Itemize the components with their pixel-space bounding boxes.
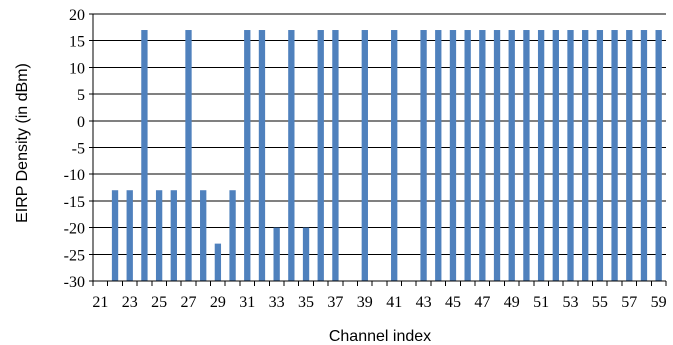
y-tick-label: -15	[64, 194, 85, 211]
x-tick-label: 33	[269, 294, 285, 311]
x-tick-label: 29	[210, 294, 226, 311]
bar-channel-51	[537, 30, 545, 281]
x-tick-label: 37	[327, 294, 343, 311]
x-tick-label: 35	[298, 294, 314, 311]
y-tick-label: -10	[64, 167, 85, 184]
bar-channel-23	[126, 190, 133, 281]
bar-channel-33	[273, 227, 280, 281]
x-tick-label: 59	[651, 294, 667, 311]
bar-channel-30	[229, 190, 236, 281]
y-tick-labels: 20 15 10 5 0 -5 -10 -15 -20 -25 -30	[64, 7, 85, 291]
y-axis-title: EIRP Density (in dBm)	[14, 63, 31, 223]
bar-channel-52	[552, 30, 559, 281]
x-tick-label: 53	[563, 294, 579, 311]
y-tick-label: -20	[64, 221, 85, 238]
bar-channel-27	[185, 30, 192, 281]
bar-channel-49	[508, 30, 515, 281]
bar-channel-45	[449, 30, 457, 281]
bar-channel-25	[155, 190, 163, 281]
bar-channel-55	[596, 30, 604, 281]
x-tick-label: 43	[416, 294, 432, 311]
bar-channel-56	[611, 30, 618, 281]
x-axis-title: Channel index	[329, 328, 431, 345]
x-tick-label: 41	[386, 294, 402, 311]
y-tick-label: 0	[77, 114, 85, 131]
x-tick-labels: 21 23 25 27 29 31 33 35 37 39 41 43 45 47 49 51 53 55 57 59	[92, 294, 666, 311]
x-tick-label: 49	[504, 294, 520, 311]
bar-channel-53	[567, 30, 574, 281]
bar-channel-29	[214, 243, 222, 281]
x-tick-label: 25	[151, 294, 167, 311]
bar-channel-26	[170, 190, 177, 281]
bar-channel-59	[655, 30, 662, 281]
bar-channel-35	[302, 227, 310, 281]
y-tick-label: 20	[69, 7, 85, 24]
x-tick-label: 47	[474, 294, 490, 311]
bar-channel-32	[258, 30, 266, 281]
bar-channel-43	[420, 30, 427, 281]
y-tick-label: -25	[64, 247, 85, 264]
bar-channel-50	[523, 30, 530, 281]
x-tick-label: 23	[122, 294, 138, 311]
x-tick-label: 45	[445, 294, 461, 311]
x-tick-label: 21	[92, 294, 108, 311]
bar-channel-57	[626, 30, 633, 281]
bar-channel-48	[493, 30, 501, 281]
y-tick-label: -5	[72, 141, 85, 158]
bar-channel-54	[582, 30, 589, 281]
bar-channel-39	[361, 30, 368, 281]
x-tick-label: 39	[357, 294, 373, 311]
y-tick-label: 10	[69, 60, 85, 77]
bar-channel-47	[479, 30, 486, 281]
gridlines	[93, 13, 666, 282]
y-tick-label: 5	[77, 87, 85, 104]
axes	[89, 13, 667, 286]
x-tick-label: 55	[592, 294, 608, 311]
bar-channel-58	[640, 30, 648, 281]
bar-channel-28	[200, 190, 207, 281]
bar-channel-31	[244, 30, 251, 281]
x-tick-label: 27	[181, 294, 197, 311]
bar-channel-36	[317, 30, 324, 281]
bar-channel-41	[391, 30, 398, 281]
bars	[111, 30, 662, 281]
bar-channel-44	[435, 30, 442, 281]
bar-channel-37	[332, 30, 339, 281]
x-tick-label: 51	[533, 294, 549, 311]
x-tick-label: 31	[239, 294, 255, 311]
x-tick-label: 57	[621, 294, 637, 311]
bar-channel-46	[464, 30, 471, 281]
bar-channel-22	[111, 190, 119, 281]
y-tick-label: -30	[64, 274, 85, 291]
y-tick-label: 15	[69, 34, 85, 51]
bar-channel-24	[141, 30, 148, 281]
bar-channel-34	[288, 30, 295, 281]
